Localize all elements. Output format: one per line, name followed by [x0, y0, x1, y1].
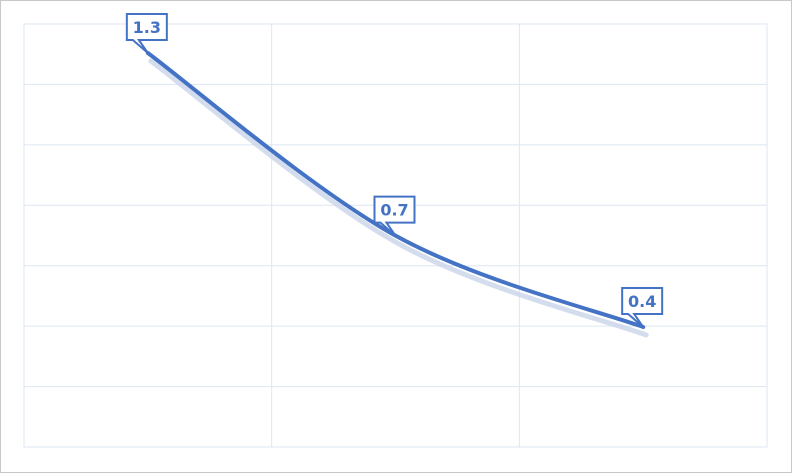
series-line-shadow — [148, 58, 649, 338]
data-label: 0.7 — [373, 195, 416, 237]
data-label-callout — [621, 287, 664, 328]
data-label-text: 0.4 — [628, 292, 656, 311]
data-label-text: 0.7 — [380, 201, 408, 220]
grid — [23, 23, 768, 448]
data-label: 0.4 — [621, 287, 664, 328]
data-label: 1.3 — [125, 13, 168, 54]
series-line — [145, 51, 646, 329]
data-label-callout — [373, 195, 416, 237]
data-label-callout — [125, 13, 168, 54]
data-label-text: 1.3 — [133, 18, 161, 37]
plot-area-border — [23, 23, 768, 448]
